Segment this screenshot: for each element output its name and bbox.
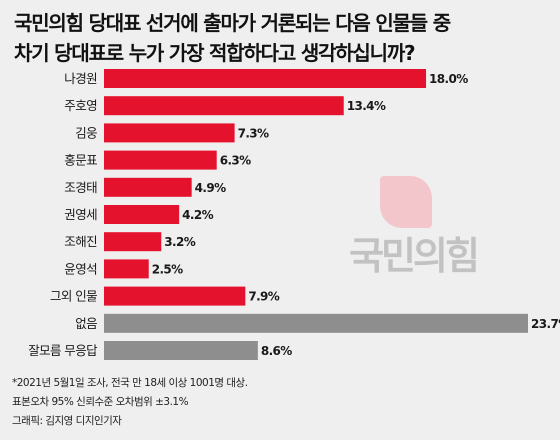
party-logo-watermark: 국민의힘 bbox=[338, 176, 488, 286]
category-label: 그외 인물 bbox=[50, 289, 97, 304]
bar bbox=[104, 232, 162, 252]
value-label: 4.9% bbox=[195, 181, 226, 195]
value-label: 7.3% bbox=[238, 126, 269, 140]
bar bbox=[104, 205, 180, 224]
footnote: *2021년 5월1일 조사, 전국 만 18세 이상 1001명 대상. 표본… bbox=[12, 374, 552, 431]
bar bbox=[104, 286, 246, 306]
category-label: 없음 bbox=[75, 316, 97, 331]
category-label: 잘모름 무응답 bbox=[28, 343, 98, 358]
value-label: 18.0% bbox=[429, 72, 468, 86]
value-label: 4.2% bbox=[182, 208, 213, 222]
bar bbox=[104, 177, 192, 197]
party-logo-text: 국민의힘 bbox=[349, 234, 480, 278]
category-label: 김웅 bbox=[75, 125, 97, 140]
category-label: 윤영석 bbox=[64, 261, 97, 276]
category-label: 주호영 bbox=[64, 98, 97, 113]
bar bbox=[104, 69, 427, 88]
chart-title: 국민의힘 당대표 선거에 출마가 거론되는 다음 인물들 중 차기 당대표로 누… bbox=[14, 8, 550, 68]
category-label: 조경태 bbox=[64, 180, 97, 195]
category-label: 홍문표 bbox=[64, 153, 97, 168]
title-line-1: 국민의힘 당대표 선거에 출마가 거론되는 다음 인물들 중 bbox=[14, 11, 451, 35]
value-label: 6.3% bbox=[220, 154, 251, 168]
category-label: 조해진 bbox=[64, 234, 97, 249]
bar bbox=[104, 313, 528, 333]
bar bbox=[104, 259, 149, 279]
bar bbox=[104, 123, 235, 143]
bar bbox=[104, 341, 258, 360]
title-line-2: 차기 당대표로 누가 가장 적합하다고 생각하십니까? bbox=[14, 41, 416, 65]
category-label: 권영세 bbox=[64, 207, 97, 222]
footnote-margin: 표본오차 95% 신뢰수준 오차범위 ±3.1% bbox=[12, 396, 189, 408]
value-label: 8.6% bbox=[261, 344, 292, 358]
footnote-credit: 그래픽: 김지영 디지인기자 bbox=[12, 415, 122, 427]
category-label: 나경원 bbox=[64, 71, 97, 86]
bar bbox=[104, 96, 344, 116]
value-label: 13.4% bbox=[347, 99, 386, 113]
footnote-survey: *2021년 5월1일 조사, 전국 만 18세 이상 1001명 대상. bbox=[12, 377, 248, 389]
party-logo-icon bbox=[380, 176, 432, 228]
value-label: 3.2% bbox=[164, 235, 195, 249]
value-label: 2.5% bbox=[152, 262, 183, 276]
bar bbox=[104, 150, 217, 170]
value-label: 23.7% bbox=[531, 317, 560, 331]
value-label: 7.9% bbox=[248, 290, 279, 304]
